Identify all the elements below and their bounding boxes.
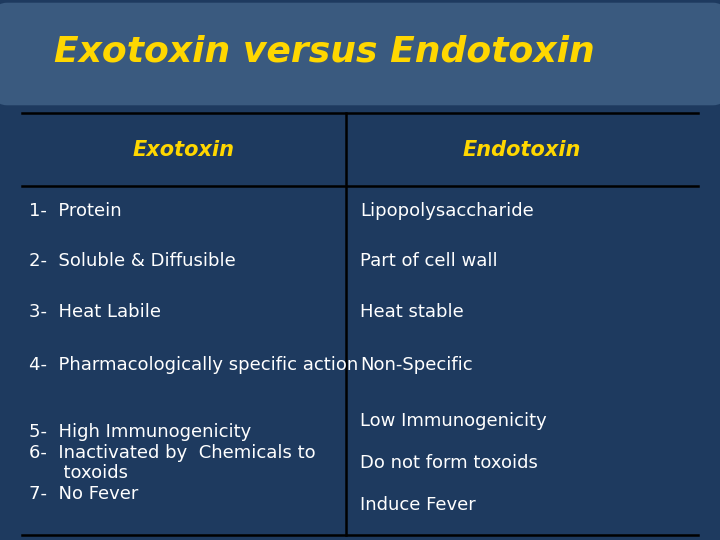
Text: Exotoxin: Exotoxin	[132, 140, 235, 160]
Text: Non-Specific: Non-Specific	[360, 355, 472, 374]
Text: Exotoxin versus Endotoxin: Exotoxin versus Endotoxin	[53, 35, 595, 68]
Text: 5-  High Immunogenicity
6-  Inactivated by  Chemicals to
      toxoids
7-  No Fe: 5- High Immunogenicity 6- Inactivated by…	[29, 423, 315, 503]
Text: Part of cell wall: Part of cell wall	[360, 252, 498, 269]
Text: Low Immunogenicity

Do not form toxoids

Induce Fever: Low Immunogenicity Do not form toxoids I…	[360, 413, 546, 514]
Text: Heat stable: Heat stable	[360, 303, 464, 321]
Text: 2-  Soluble & Diffusible: 2- Soluble & Diffusible	[29, 252, 235, 269]
Text: 1-  Protein: 1- Protein	[29, 201, 122, 220]
Text: 4-  Pharmacologically specific action: 4- Pharmacologically specific action	[29, 355, 358, 374]
FancyBboxPatch shape	[0, 3, 720, 105]
Text: Endotoxin: Endotoxin	[463, 140, 581, 160]
Text: 3-  Heat Labile: 3- Heat Labile	[29, 303, 161, 321]
Text: Lipopolysaccharide: Lipopolysaccharide	[360, 201, 534, 220]
